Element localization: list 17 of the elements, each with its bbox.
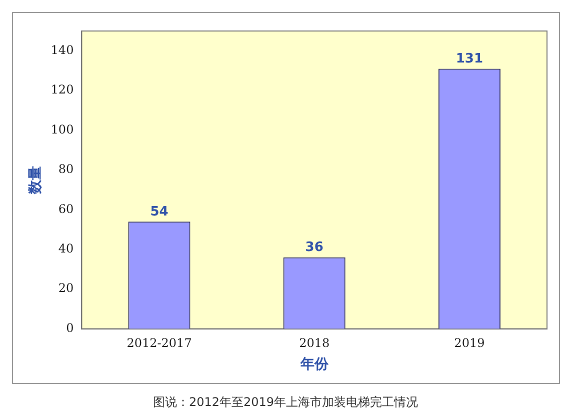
y-axis-title: 数量 <box>26 166 42 195</box>
y-tick-label: 0 <box>66 320 74 335</box>
x-tick-label: 2018 <box>299 336 330 350</box>
data-label: 36 <box>305 240 324 256</box>
y-tick-label: 100 <box>50 122 74 136</box>
x-axis-title: 年份 <box>299 355 330 372</box>
y-tick-label: 140 <box>50 42 74 57</box>
data-label: 131 <box>456 52 484 67</box>
y-tick-label: 80 <box>58 162 74 176</box>
data-label: 54 <box>150 204 168 220</box>
x-tick-label: 2019 <box>454 336 485 350</box>
y-tick-label: 20 <box>58 281 74 296</box>
y-tick-label: 120 <box>50 82 74 97</box>
x-tick-label: 2012-2017 <box>126 336 192 350</box>
y-tick-label: 60 <box>58 202 74 216</box>
y-tick-label: 40 <box>58 242 74 256</box>
text: 图说：2012年至2019年上海市加装电梯完工情况 <box>152 394 420 411</box>
